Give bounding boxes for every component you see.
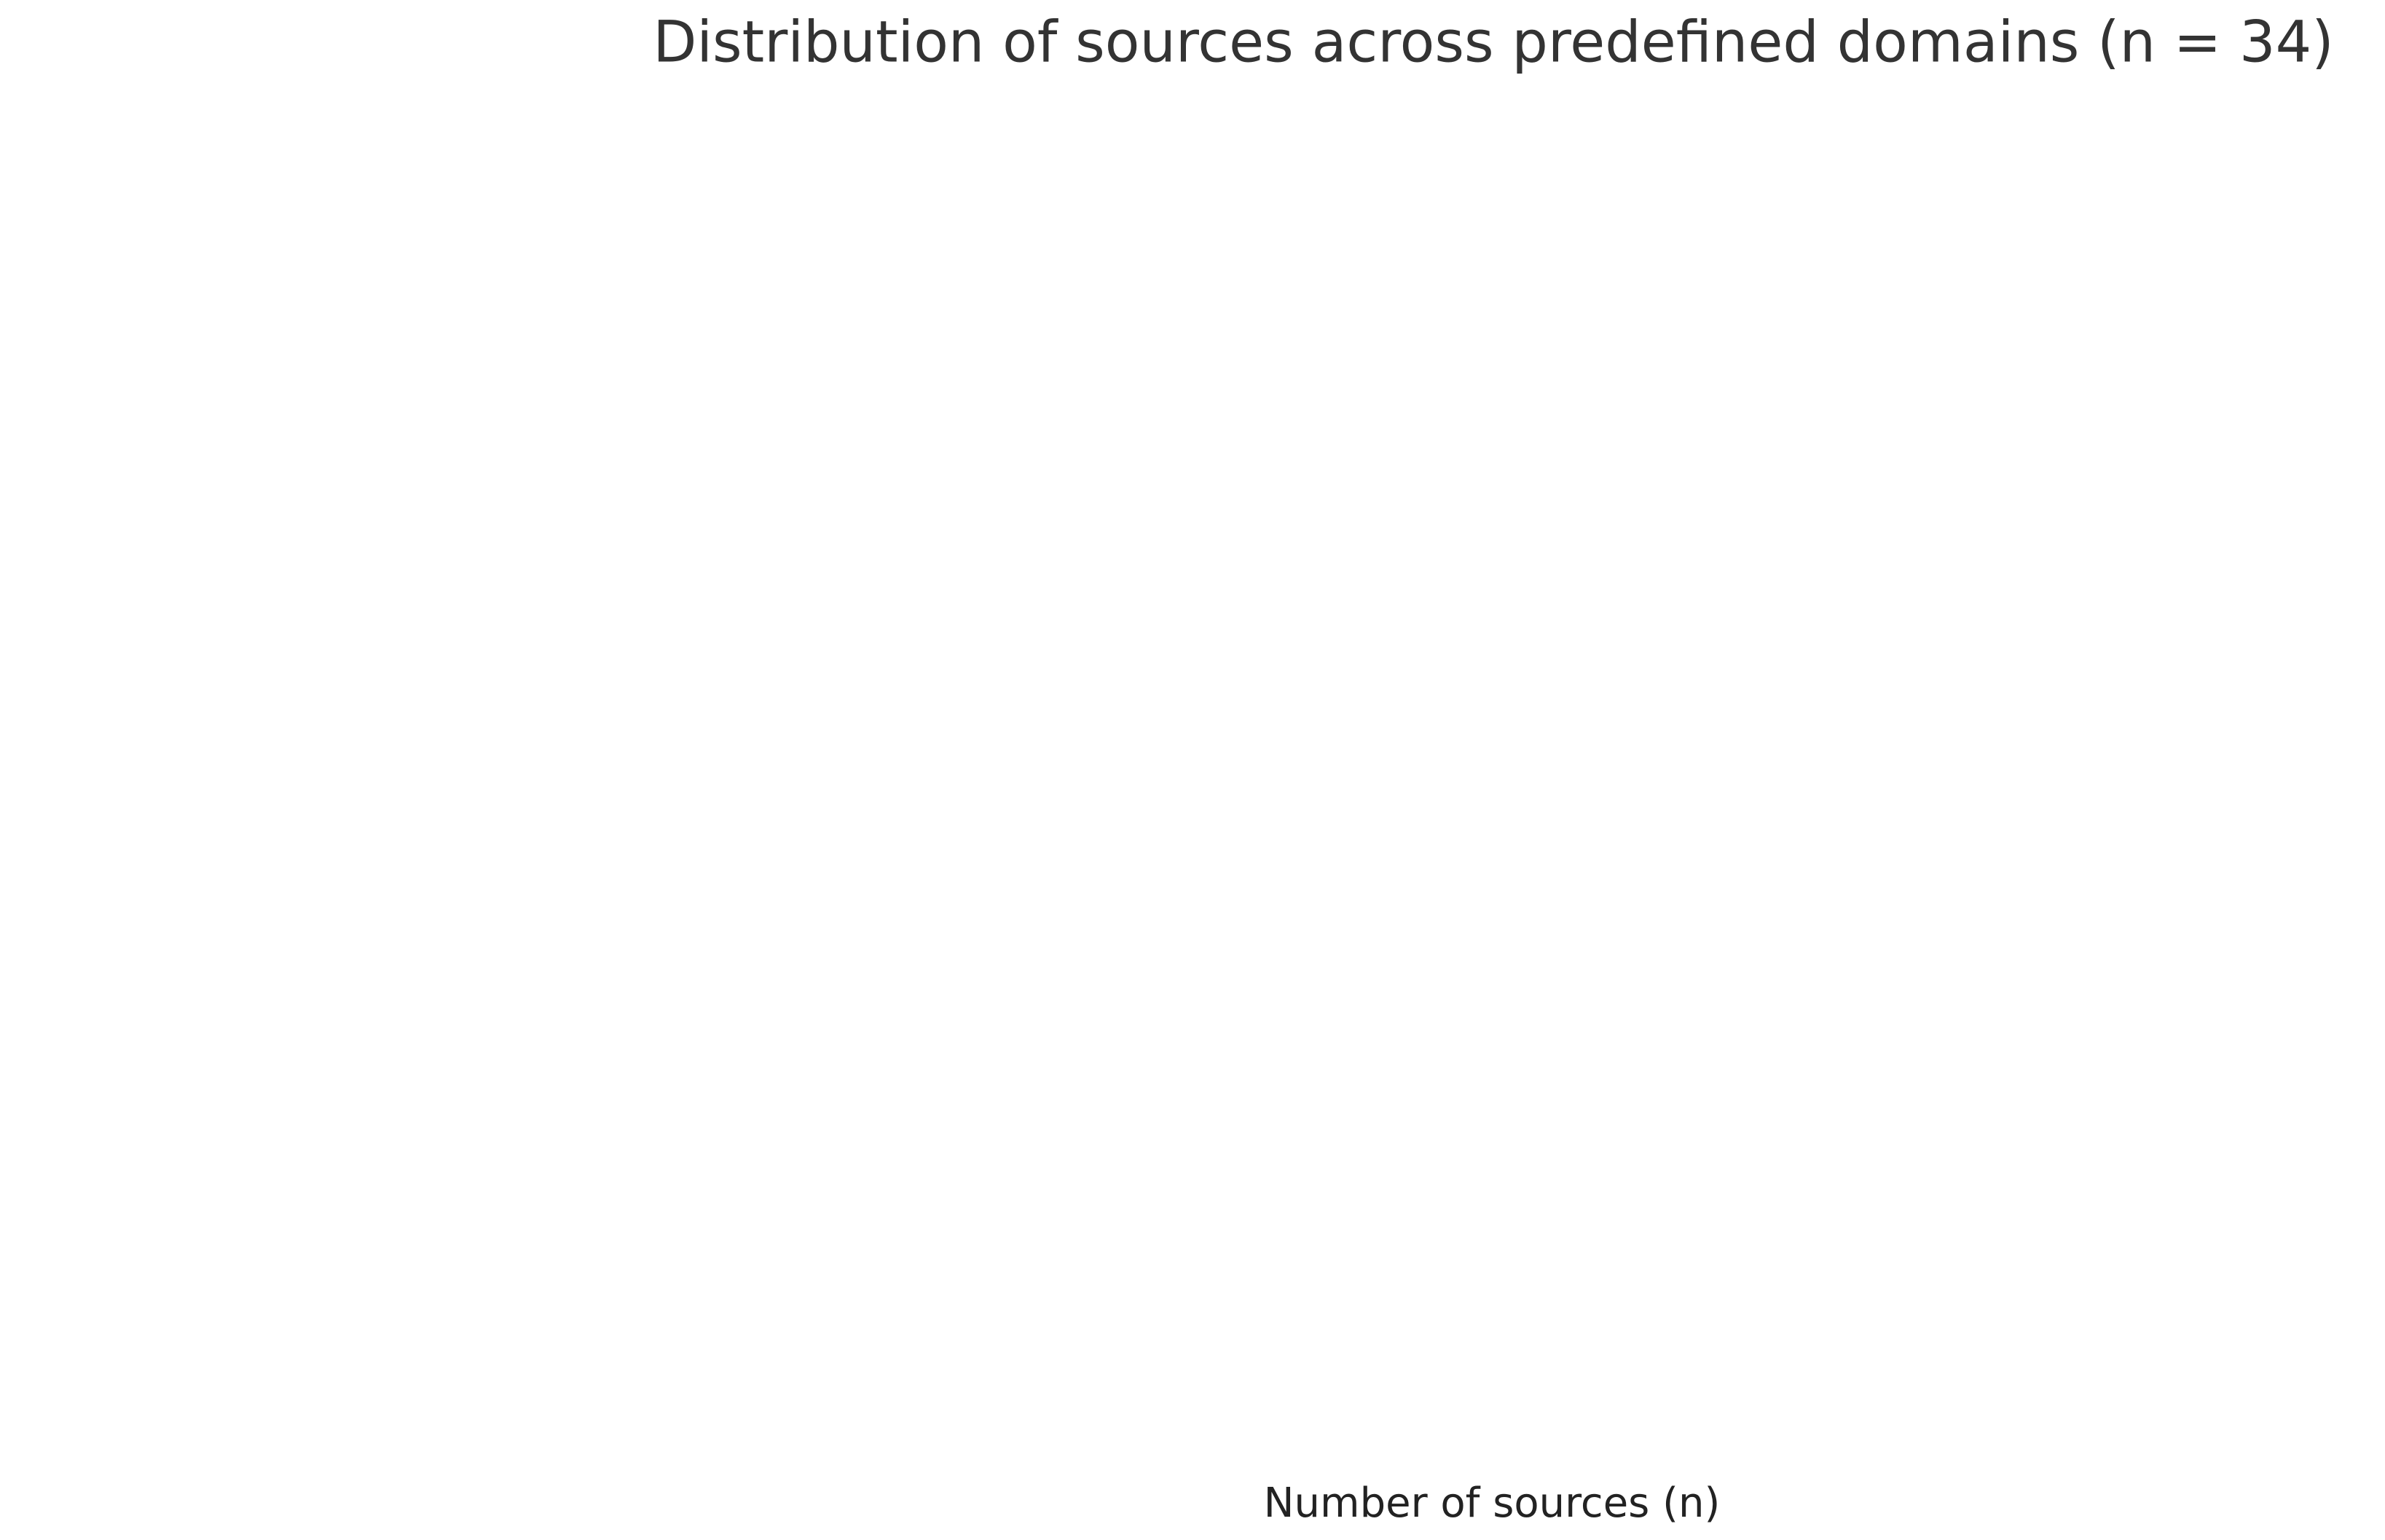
x-axis-label: Number of sources (n) — [1264, 1480, 1721, 1527]
chart-title: Distribution of sources across predefine… — [653, 9, 2333, 75]
